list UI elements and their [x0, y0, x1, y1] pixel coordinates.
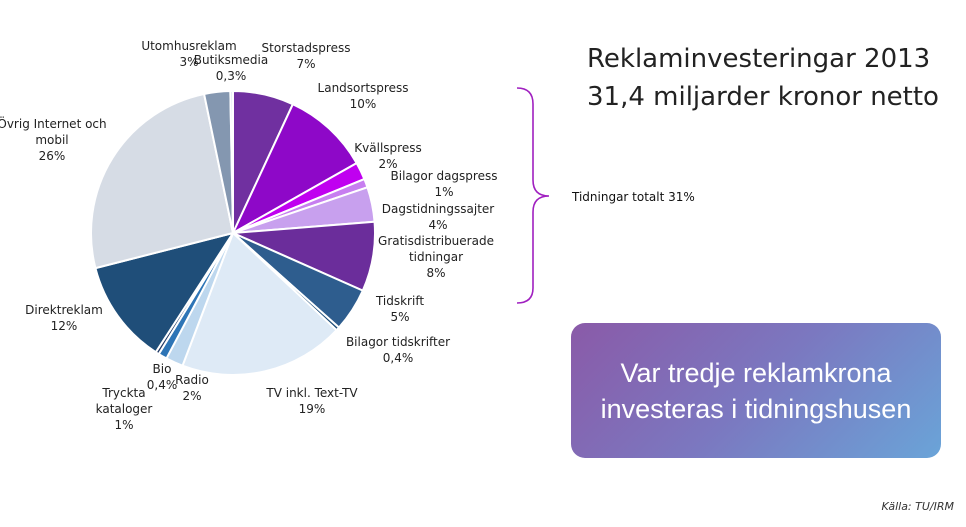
slice-label: Gratisdistribuerade tidningar 8%: [378, 234, 494, 280]
pie-slices: [90, 89, 376, 376]
pie-slice: [229, 89, 234, 234]
pie-slice: [230, 102, 358, 236]
title-line-2: 31,4 miljarder kronor netto: [587, 82, 939, 112]
slice-label: Bilagor dagspress 1%: [391, 169, 498, 199]
slice-label: Bio 0,4%: [147, 362, 178, 392]
slice-label: Dagstidningssajter 4%: [382, 202, 495, 232]
slice-label: Övrig Internet och mobil 26%: [0, 115, 107, 163]
slice-label: Bilagor tidskrifter 0,4%: [346, 335, 450, 365]
slice-label: Utomhusreklam 3%: [141, 39, 236, 69]
chart-title: Reklaminvesteringar 2013 31,4 miljarder …: [587, 40, 939, 116]
pie-labels: Storstadspress 7% Landsortspress 10% Kvällsp…: [0, 39, 497, 432]
slice-label: Kvällspress 2%: [354, 141, 421, 171]
slice-label: Tidskrift 5%: [375, 294, 424, 324]
slice-label: Radio 2%: [175, 373, 209, 403]
callout-line-1: Var tredje reklamkrona: [620, 357, 892, 388]
tidningar-total-label: Tidningar totalt 31%: [572, 190, 695, 204]
pie-slice: [90, 92, 235, 270]
callout-line-2: investeras i tidningshusen: [600, 393, 912, 424]
tidningar-bracket: [516, 87, 550, 304]
slice-label: Tryckta kataloger 1%: [96, 386, 153, 432]
slice-label: Landsortspress 10%: [318, 81, 409, 111]
slice-label: Butiksmedia 0,3%: [194, 53, 268, 83]
pie-slice: [94, 231, 236, 354]
source-note: Källa: TU/IRM: [881, 500, 954, 513]
pie-slice: [181, 231, 338, 376]
slice-label: TV inkl. Text-TV 19%: [265, 386, 358, 416]
callout-box: Var tredje reklamkrona investeras i tidn…: [571, 323, 941, 458]
slice-label: Storstadspress 7%: [262, 41, 351, 71]
title-line-1: Reklaminvesteringar 2013: [587, 44, 931, 74]
slice-label: Direktreklam 12%: [25, 303, 103, 333]
